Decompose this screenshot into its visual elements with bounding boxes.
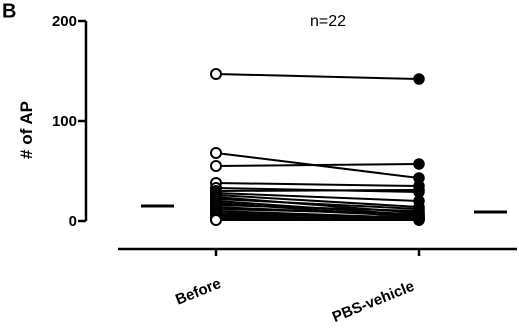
y-tick-label: 200: [52, 13, 77, 30]
point-before: [210, 214, 222, 226]
point-after: [413, 214, 425, 226]
y-tick-label: 100: [52, 113, 77, 130]
point-after: [413, 184, 425, 196]
pair-line: [215, 73, 420, 80]
mean-markers: [141, 204, 507, 214]
point-before: [210, 68, 222, 80]
point-after: [413, 158, 425, 170]
pair-line: [215, 182, 420, 187]
pair-line: [215, 214, 420, 218]
pair-line: [215, 204, 420, 212]
point-before: [210, 147, 222, 159]
y-tick-labels: 0 100 200: [52, 13, 77, 230]
pair-line: [215, 189, 420, 192]
data-points: [210, 68, 425, 226]
pair-lines: [215, 73, 420, 221]
pair-line: [215, 163, 420, 167]
x-tick-label: Before: [173, 275, 223, 309]
point-before: [210, 160, 222, 172]
y-tick-label: 0: [69, 213, 77, 230]
n-annotation: n=22: [310, 13, 346, 30]
pair-line: [215, 192, 420, 202]
axes: [78, 19, 517, 256]
y-axis-title: # of AP: [17, 101, 36, 159]
panel-label: B: [2, 1, 16, 23]
x-tick-label: PBS-vehicle: [330, 278, 417, 326]
pair-line: [215, 198, 420, 210]
pair-line: [215, 194, 420, 208]
pair-line: [215, 208, 420, 215]
point-after: [413, 73, 425, 85]
x-tick-labels: Before PBS-vehicle: [173, 275, 417, 326]
